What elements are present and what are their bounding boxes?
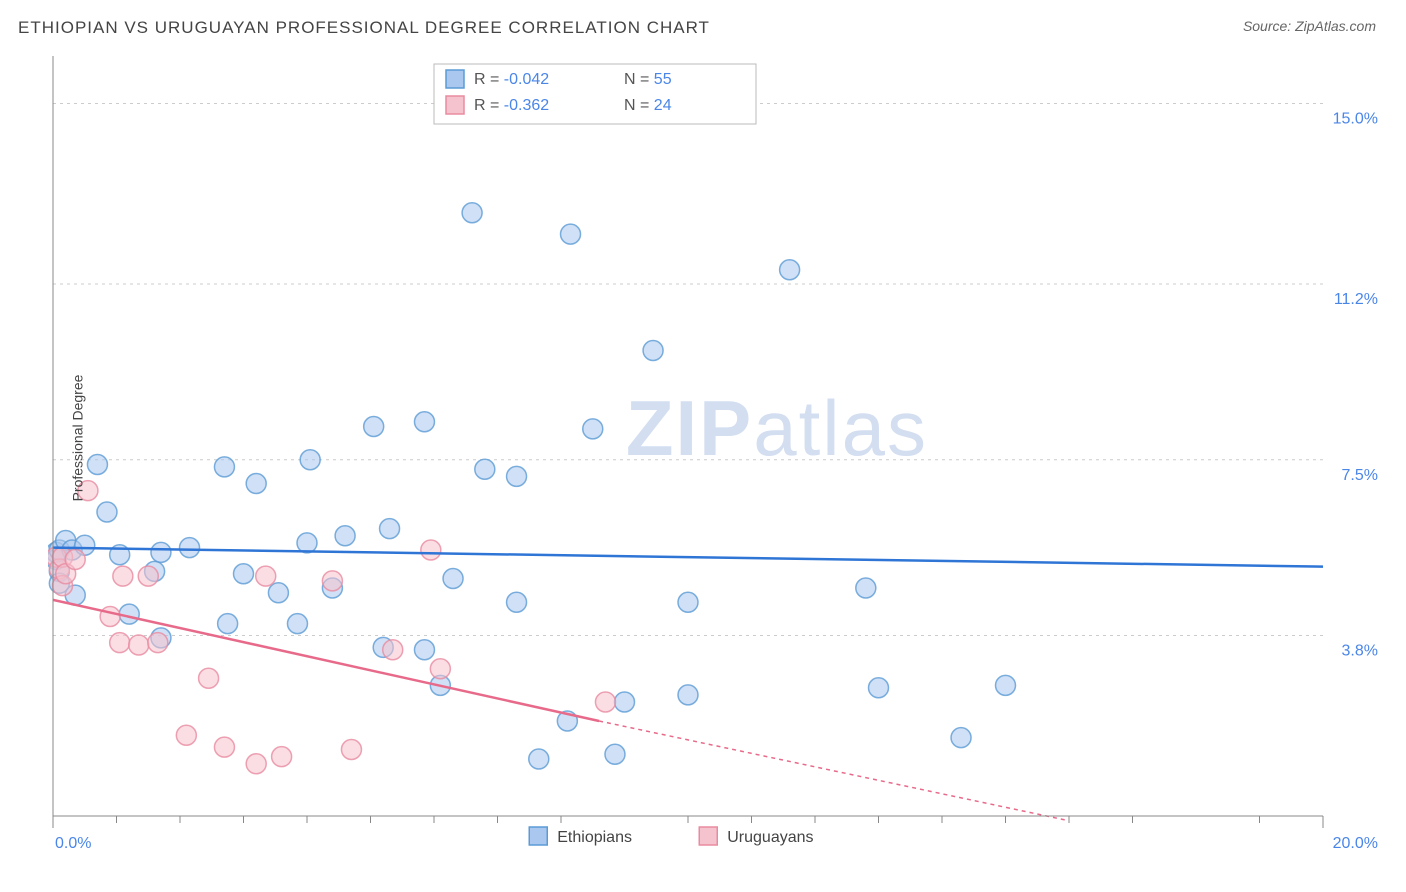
legend: Ethiopians Uruguayans: [529, 827, 813, 846]
y-tick-label: 15.0%: [1333, 111, 1378, 128]
legend-swatch: [446, 70, 464, 88]
data-point: [65, 550, 85, 570]
data-point: [138, 566, 158, 586]
source-label: Source: ZipAtlas.com: [1243, 18, 1376, 34]
data-point: [322, 571, 342, 591]
data-point: [214, 457, 234, 477]
data-point: [475, 459, 495, 479]
data-point: [996, 675, 1016, 695]
legend-swatch: [446, 96, 464, 114]
legend-swatch: [699, 827, 717, 845]
data-point: [256, 566, 276, 586]
data-point: [430, 659, 450, 679]
y-tick-label: 7.5%: [1342, 467, 1378, 484]
data-point: [869, 678, 889, 698]
data-point: [780, 260, 800, 280]
data-point: [148, 633, 168, 653]
data-point: [341, 740, 361, 760]
data-point: [100, 607, 120, 627]
data-point: [507, 466, 527, 486]
data-point: [364, 417, 384, 437]
data-point: [335, 526, 355, 546]
data-point: [951, 728, 971, 748]
chart-svg: 3.8% 7.5% 11.2% 15.0% ZIPatlas 0.0% 20.0% R = -…: [48, 53, 1383, 863]
data-point: [199, 668, 219, 688]
data-point: [129, 635, 149, 655]
data-point: [246, 754, 266, 774]
trend-line: [53, 600, 599, 721]
correlation-row: R = -0.042: [474, 71, 549, 88]
data-point: [176, 725, 196, 745]
data-point: [218, 614, 238, 634]
trend-line-extrapolated: [599, 721, 1069, 821]
data-point: [443, 569, 463, 589]
correlation-row: R = -0.362: [474, 97, 549, 114]
data-point: [110, 633, 130, 653]
y-axis-label: Professional Degree: [69, 375, 85, 502]
data-point: [297, 533, 317, 553]
data-point: [113, 566, 133, 586]
data-point: [643, 341, 663, 361]
data-point: [605, 744, 625, 764]
data-point: [287, 614, 307, 634]
data-point: [583, 419, 603, 439]
data-point: [462, 203, 482, 223]
y-tick-label: 11.2%: [1334, 291, 1378, 308]
legend-label: Ethiopians: [557, 829, 632, 846]
data-point: [87, 455, 107, 475]
data-point: [214, 737, 234, 757]
data-point: [272, 747, 292, 767]
data-point: [97, 502, 117, 522]
x-tick-label: 20.0%: [1333, 835, 1378, 852]
data-point: [234, 564, 254, 584]
data-point: [678, 685, 698, 705]
watermark: ZIPatlas: [626, 384, 928, 472]
data-point: [561, 224, 581, 244]
chart-title: ETHIOPIAN VS URUGUAYAN PROFESSIONAL DEGR…: [18, 18, 710, 38]
data-point: [856, 578, 876, 598]
correlation-row: N = 24: [624, 97, 672, 114]
data-point: [414, 412, 434, 432]
data-point: [421, 540, 441, 560]
data-point: [300, 450, 320, 470]
data-point: [507, 592, 527, 612]
data-point: [180, 538, 200, 558]
data-point: [151, 542, 171, 562]
data-point: [595, 692, 615, 712]
correlation-row: N = 55: [624, 71, 672, 88]
data-point: [383, 640, 403, 660]
legend-label: Uruguayans: [727, 829, 813, 846]
data-point: [615, 692, 635, 712]
y-tick-label: 3.8%: [1342, 643, 1378, 660]
data-point: [380, 519, 400, 539]
legend-swatch: [529, 827, 547, 845]
data-point: [414, 640, 434, 660]
data-point: [529, 749, 549, 769]
data-point: [678, 592, 698, 612]
data-point: [246, 474, 266, 494]
data-point: [268, 583, 288, 603]
x-tick-label: 0.0%: [55, 835, 91, 852]
scatter-chart: Professional Degree 3.8% 7.5% 11.2% 15.0% ZI…: [48, 53, 1383, 823]
